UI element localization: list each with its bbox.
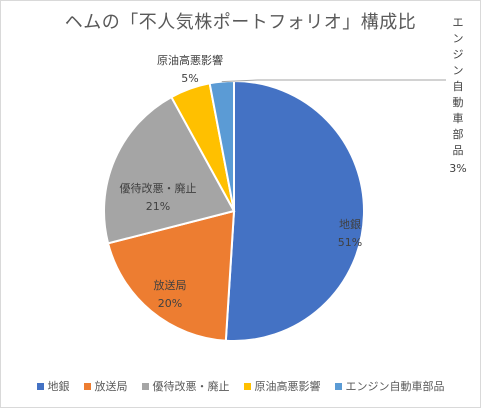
chart-legend: 地銀 放送局 優待改悪・廃止 原油高悪影響 エンジン自動車部品 (0, 378, 481, 394)
data-label-value: 5% (181, 72, 198, 85)
data-label-value: 20% (158, 297, 182, 310)
data-label-name-char: 部 (453, 127, 464, 141)
legend-label: 原油高悪影響 (254, 380, 321, 393)
legend-swatch (243, 382, 251, 390)
legend-item-chiginn: 地銀 (36, 378, 70, 394)
legend-swatch (334, 382, 342, 390)
data-label-name: 優待改悪・廃止 (120, 181, 197, 195)
legend-item-oil: 原油高悪影響 (243, 378, 321, 394)
data-label-name-char: エ (453, 16, 464, 29)
chart-title: ヘムの「不人気株ポートフォリオ」構成比 (64, 12, 417, 33)
data-label-name: 原油高悪影響 (157, 53, 223, 67)
legend-swatch (83, 382, 91, 390)
data-label-name: 放送局 (154, 278, 187, 292)
legend-item-broadcaster: 放送局 (83, 378, 128, 394)
legend-swatch (36, 382, 44, 390)
legend-label: 放送局 (94, 380, 128, 393)
pie-slice (103, 95, 236, 245)
data-label-name-char: 車 (453, 111, 464, 125)
data-label-value: 51% (338, 236, 362, 249)
legend-label: エンジン自動車部品 (345, 380, 445, 393)
data-label-name-char: 品 (453, 144, 464, 157)
data-label-name-char: ン (453, 64, 464, 77)
data-label-name-char: 自 (453, 80, 464, 93)
data-label-name: 地銀 (339, 217, 361, 231)
data-label-value: 3% (449, 162, 466, 175)
legend-label: 地銀 (47, 380, 70, 393)
legend-item-engine-parts: エンジン自動車部品 (334, 378, 445, 394)
data-label-value: 21% (146, 200, 170, 213)
data-label-name-char: ジ (453, 48, 464, 61)
legend-item-yutai: 優待改悪・廃止 (141, 378, 230, 394)
legend-swatch (141, 382, 149, 390)
pie-slice (224, 79, 365, 342)
leader-line (221, 79, 446, 83)
data-label-name-char: 動 (453, 95, 464, 109)
data-label-name-char: ン (453, 32, 464, 45)
legend-label: 優待改悪・廃止 (152, 380, 230, 393)
pie-slice (106, 209, 236, 342)
